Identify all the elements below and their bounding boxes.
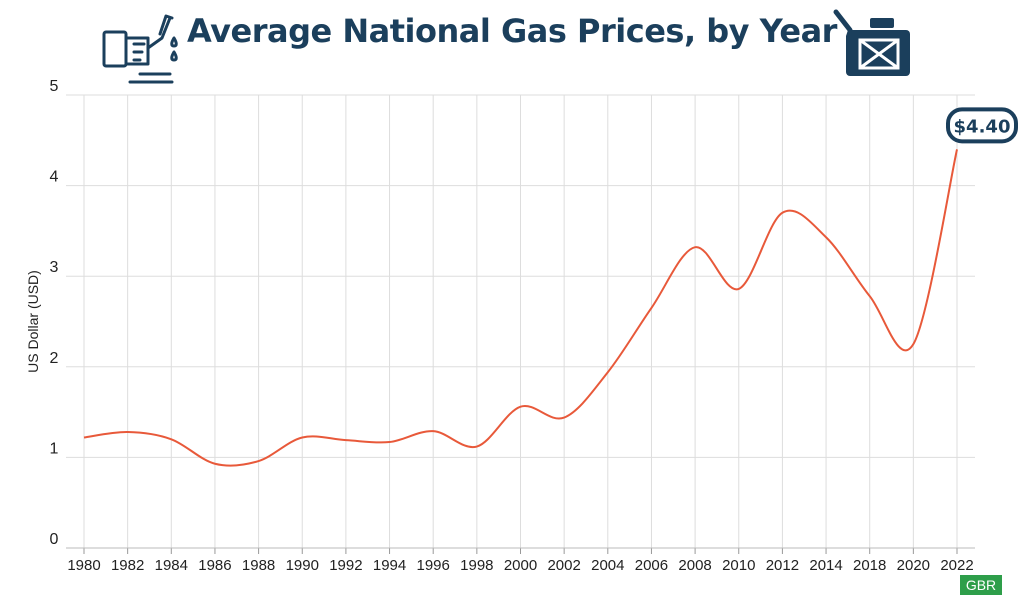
x-tick-label: 2004 bbox=[591, 557, 624, 574]
series-line bbox=[83, 149, 958, 467]
y-tick-label: 2 bbox=[50, 350, 59, 367]
y-tick-label: 1 bbox=[50, 440, 59, 457]
x-tick-label: 2022 bbox=[940, 557, 973, 574]
x-tick-label: 1994 bbox=[373, 557, 406, 574]
x-tick-label: 1998 bbox=[460, 557, 493, 574]
y-tick-label: 5 bbox=[50, 78, 59, 95]
annotation-bubble bbox=[946, 107, 1018, 144]
x-tick-label: 2020 bbox=[897, 557, 930, 574]
x-tick-label: 1988 bbox=[242, 557, 275, 574]
x-tick-label: 1990 bbox=[286, 557, 319, 574]
jerrycan-icon bbox=[833, 9, 910, 76]
x-tick-label: 1982 bbox=[111, 557, 144, 574]
annotation-label: $4.40 bbox=[954, 116, 1011, 137]
x-tick-label: 1984 bbox=[155, 557, 188, 574]
axes: 0 1 2 3 4 5 1980 1982 1984 1986 1988 1990 1992 1994 19… bbox=[25, 78, 975, 574]
y-tick-label: 3 bbox=[50, 259, 59, 276]
annotation: $4.40 bbox=[946, 107, 1018, 144]
x-tick-label: 1992 bbox=[329, 557, 362, 574]
x-tick-label: 1996 bbox=[417, 557, 450, 574]
x-tick-label: 2012 bbox=[766, 557, 799, 574]
x-tick-label: 2000 bbox=[504, 557, 537, 574]
x-tick-label: 2014 bbox=[809, 557, 842, 574]
x-tick-label: 2008 bbox=[678, 557, 711, 574]
x-tick-label: 2018 bbox=[853, 557, 886, 574]
x-tick-label: 2010 bbox=[722, 557, 755, 574]
source-badge: GBR bbox=[960, 575, 1002, 595]
x-tick-label: 1986 bbox=[198, 557, 231, 574]
page-title: Average National Gas Prices, by Year bbox=[187, 12, 837, 50]
x-tick-label: 1980 bbox=[67, 557, 100, 574]
grid bbox=[66, 94, 975, 549]
y-tick-label: 4 bbox=[50, 169, 59, 186]
y-axis-title: US Dollar (USD) bbox=[25, 270, 41, 373]
gas-pump-icon bbox=[102, 14, 178, 84]
x-tick-label: 2002 bbox=[547, 557, 580, 574]
x-tick-label: 2006 bbox=[635, 557, 668, 574]
y-tick-label: 0 bbox=[50, 531, 59, 548]
